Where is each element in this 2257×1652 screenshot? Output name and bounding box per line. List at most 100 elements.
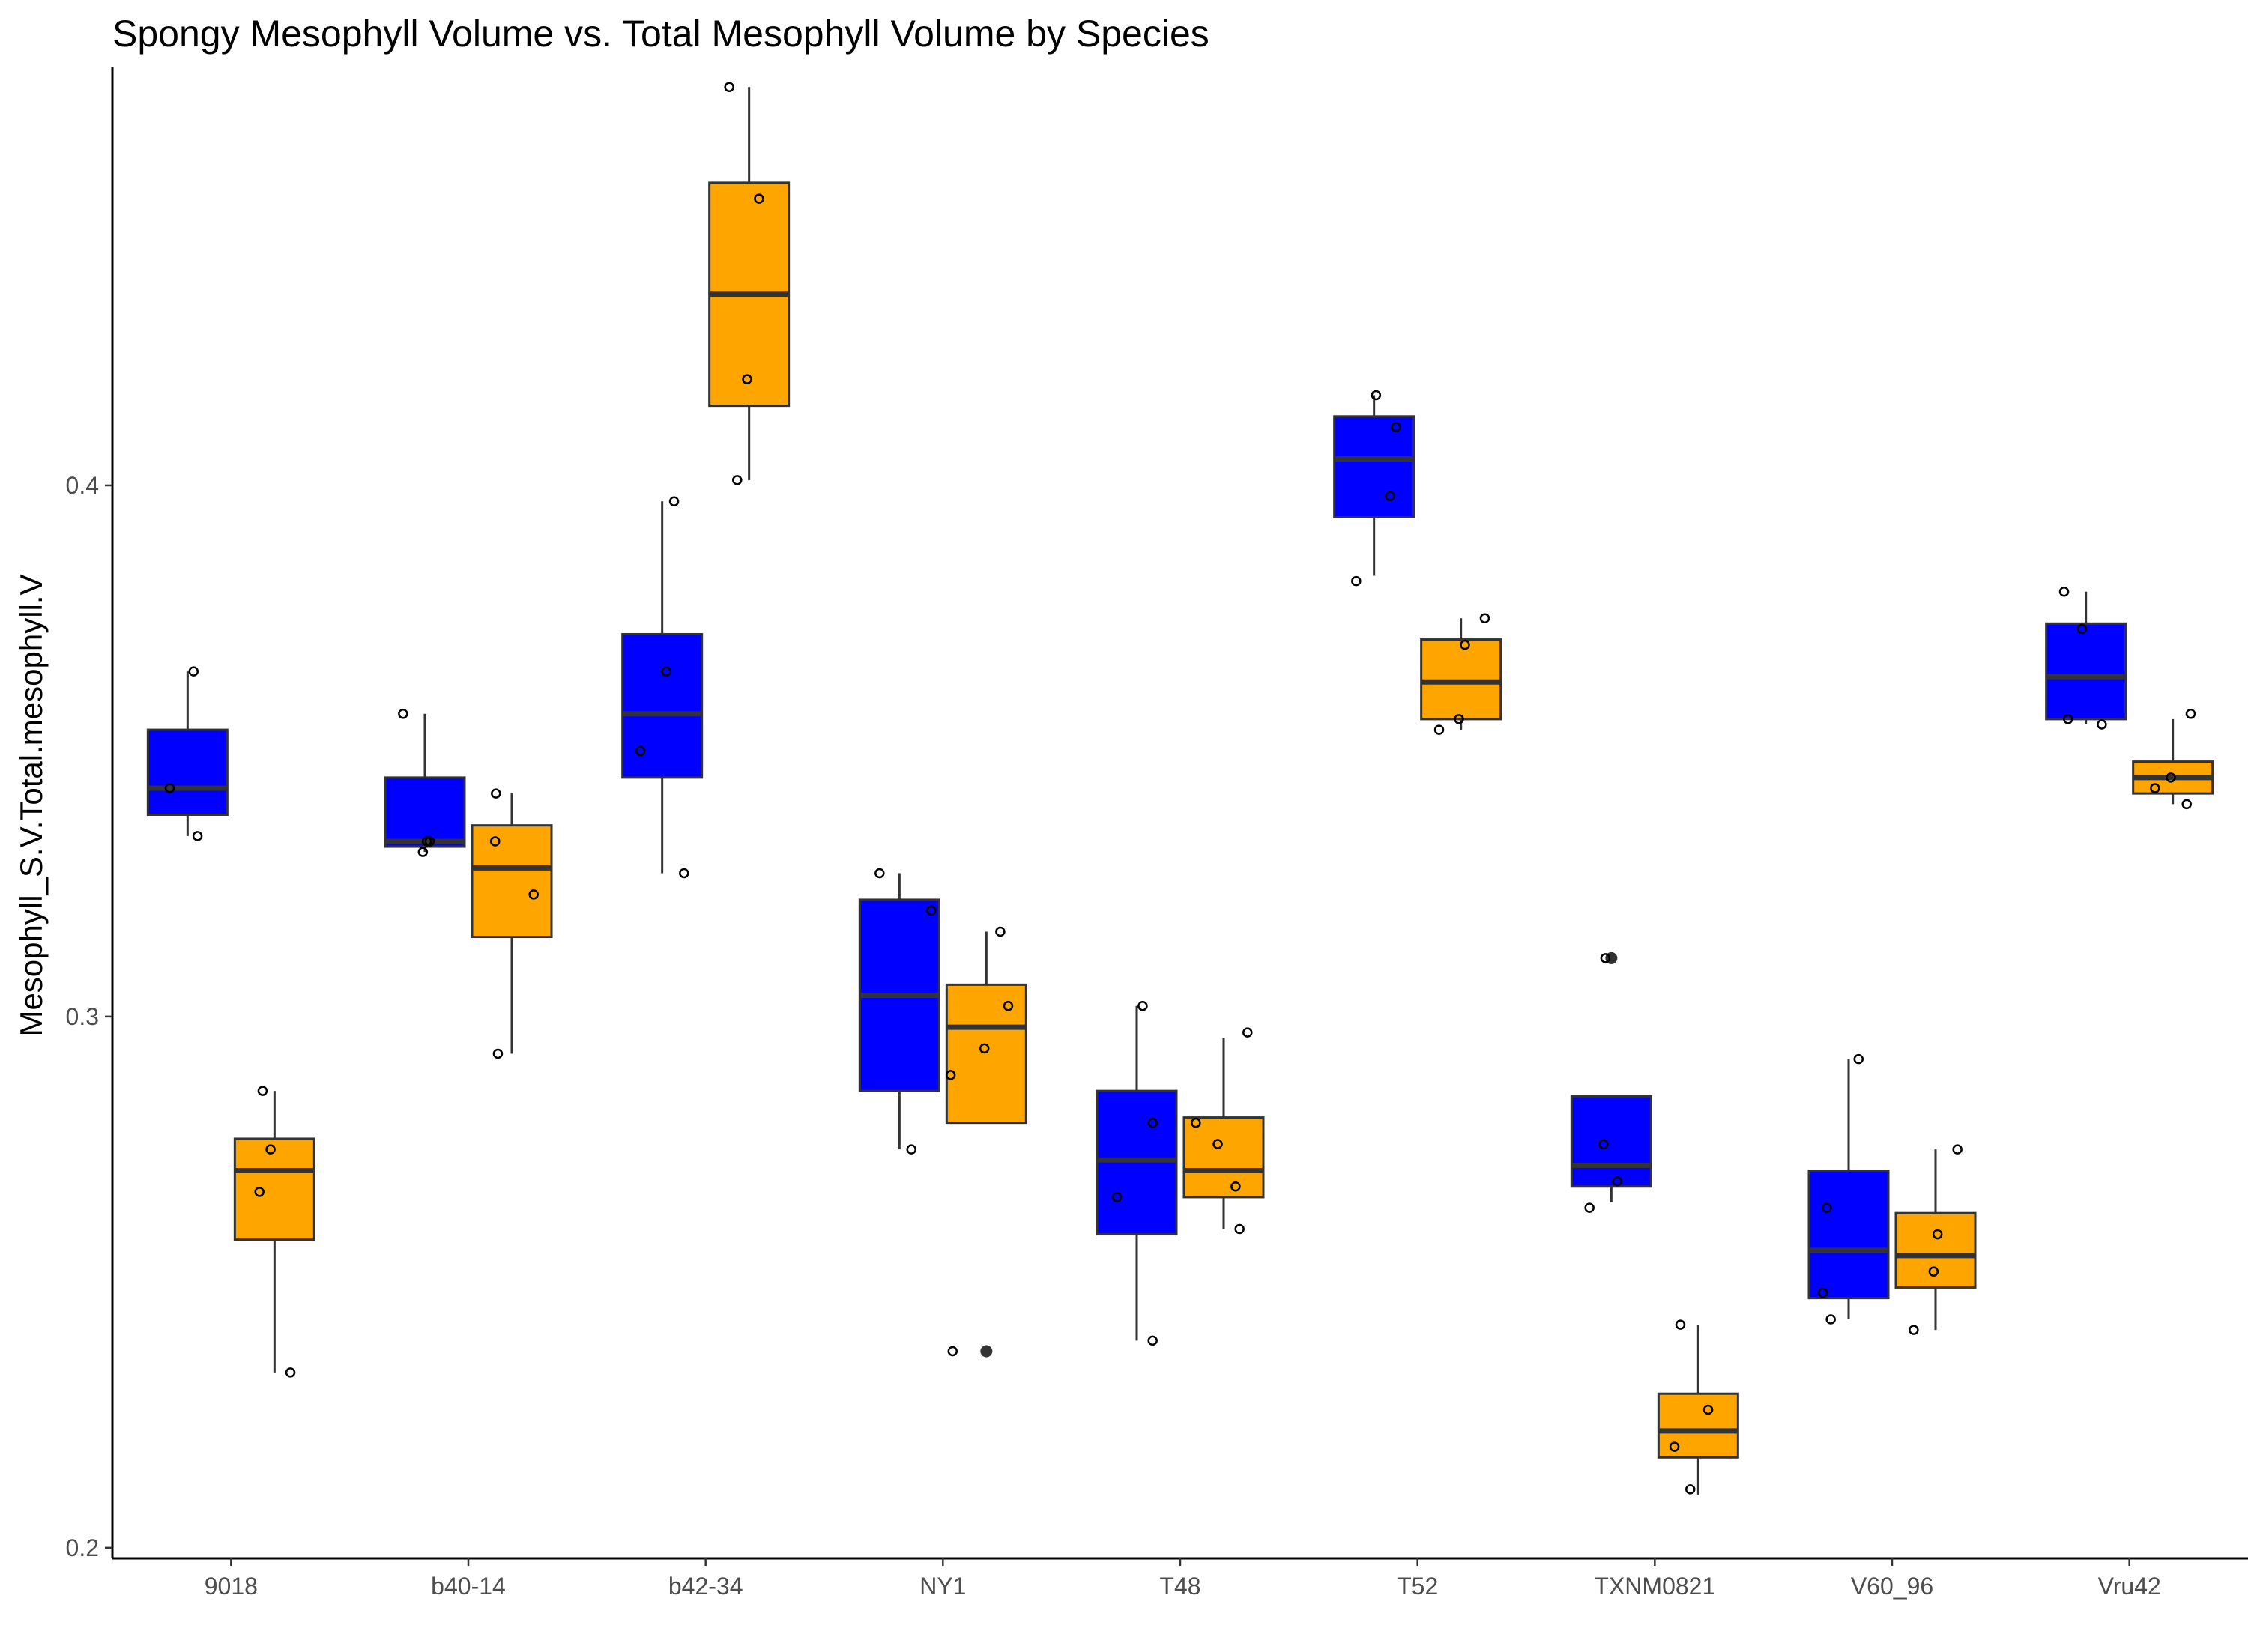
jitter-point [1853, 1053, 1864, 1065]
jitter-point [1371, 390, 1382, 401]
jitter-point [489, 836, 501, 847]
jitter-point [1230, 1181, 1241, 1192]
jitter-point [188, 666, 199, 677]
x-tick-label: V60_96 [1851, 1573, 1933, 1600]
x-tick-label: b42-34 [668, 1573, 743, 1600]
jitter-point [2097, 719, 2107, 730]
box-body [471, 824, 553, 939]
jitter-point [265, 1144, 276, 1155]
jitter-point [1909, 1325, 1919, 1335]
box-body [621, 632, 704, 779]
jitter-point [1242, 1027, 1253, 1038]
jitter-point [1825, 1314, 1836, 1325]
jitter-point [398, 709, 408, 719]
y-tick-label: 0.2 [66, 1534, 99, 1561]
jitter-point [1952, 1144, 1963, 1155]
jitter-point [1137, 1000, 1148, 1011]
jitter-point [2185, 709, 2196, 719]
jitter-point [1584, 1202, 1595, 1213]
box-body [233, 1137, 315, 1241]
jitter-point [1147, 1335, 1158, 1346]
jitter-point [754, 193, 764, 204]
y-tick-label: 0.4 [66, 472, 99, 499]
x-tick-label: Vru42 [2098, 1573, 2161, 1600]
jitter-point [1191, 1117, 1201, 1128]
box-body [1333, 415, 1415, 519]
jitter-point [2058, 587, 2070, 597]
jitter-point [724, 82, 734, 93]
jitter-point [1003, 1000, 1014, 1011]
jitter-point [2181, 799, 2192, 810]
jitter-point [1817, 1287, 1828, 1298]
jitter-point [995, 926, 1006, 937]
jitter-point [1669, 1441, 1680, 1452]
jitter-point [2076, 623, 2088, 635]
box-body [1657, 1392, 1739, 1459]
jitter-point [285, 1367, 296, 1378]
x-tick-label: NY1 [919, 1573, 966, 1600]
jitter-point [945, 1070, 956, 1080]
jitter-point [1391, 422, 1401, 432]
box-body [1570, 1095, 1652, 1188]
jitter-point [1111, 1192, 1123, 1202]
box-body [2045, 622, 2127, 721]
jitter-point [874, 868, 885, 879]
box-body [1894, 1211, 1977, 1289]
y-axis-title: Mesophyll_S.V.Total.mesophyll.V [13, 574, 49, 1036]
jitter-point [492, 1048, 504, 1059]
jitter-point [1932, 1229, 1943, 1240]
jitter-point [1433, 724, 1445, 735]
x-tick-label: b40-14 [431, 1573, 506, 1600]
box-outlier-point [980, 1345, 993, 1358]
jitter-point [1385, 491, 1395, 501]
box-body [1182, 1116, 1265, 1199]
box-body [384, 776, 466, 848]
jitter-point [1598, 1139, 1609, 1149]
jitter-point [1675, 1319, 1686, 1330]
box-body [945, 983, 1027, 1125]
jitter-point [417, 847, 429, 857]
jitter-point [661, 666, 671, 677]
jitter-point [1702, 1404, 1714, 1415]
jitter-point [2063, 714, 2073, 724]
x-tick-label: TXNM0821 [1594, 1573, 1715, 1600]
jitter-point [528, 889, 539, 900]
box-body [1807, 1169, 1890, 1300]
jitter-point [257, 1086, 268, 1096]
jitter-point [1351, 575, 1362, 587]
jitter-point [1600, 953, 1611, 963]
jitter-point [925, 905, 937, 916]
y-tick-label: 0.3 [66, 1003, 99, 1030]
jitter-point [1822, 1202, 1832, 1213]
jitter-point [1479, 613, 1490, 623]
x-tick-label: T48 [1159, 1573, 1200, 1600]
jitter-point [742, 374, 752, 384]
box-body [1420, 638, 1502, 721]
jitter-point [732, 475, 743, 485]
jitter-point [164, 783, 175, 793]
jitter-point [1460, 639, 1470, 650]
jitter-point [1612, 1176, 1623, 1187]
jitter-point [2166, 772, 2176, 783]
jitter-point [1234, 1223, 1245, 1235]
jitter-point [254, 1187, 265, 1197]
jitter-point [192, 831, 203, 841]
x-tick-label: T52 [1397, 1573, 1438, 1600]
jitter-point [424, 836, 435, 847]
jitter-point [1212, 1139, 1223, 1149]
jitter-point [491, 788, 501, 799]
chart-title: Spongy Mesophyll Volume vs. Total Mesoph… [112, 13, 1209, 55]
box-body [1096, 1089, 1178, 1236]
jitter-point [1454, 714, 1464, 724]
jitter-point [906, 1144, 916, 1155]
jitter-point [635, 745, 646, 757]
plot-area: 0.2 0.3 0.4 9018 b40-14 b42-34 NY1 T48 T52 TXNM08… [66, 67, 2248, 1600]
jitter-point [979, 1043, 990, 1054]
jitter-point [679, 868, 689, 879]
x-tick-label: 9018 [205, 1573, 258, 1600]
box-body [146, 728, 229, 816]
jitter-point [1928, 1266, 1939, 1277]
jitter-point [1685, 1484, 1696, 1495]
